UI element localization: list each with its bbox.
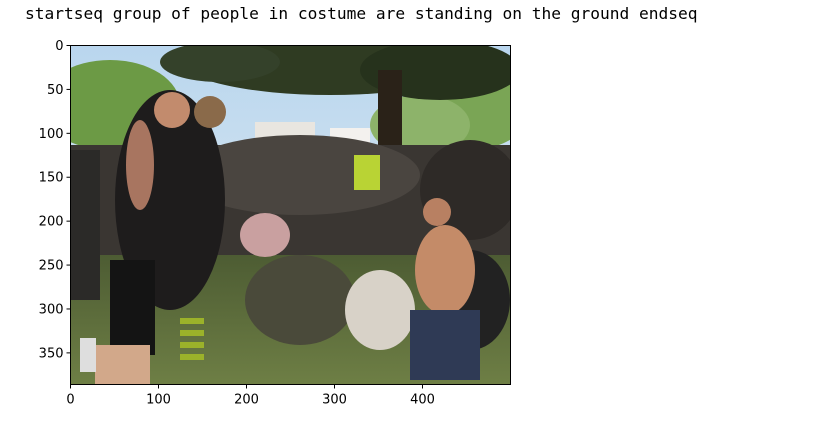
x-tick-label: 300 — [322, 393, 347, 408]
y-axis: 0 50 100 150 200 250 300 350 — [39, 39, 71, 361]
y-tick-label: 350 — [39, 346, 64, 361]
photo-image — [70, 45, 511, 385]
axes-frame — [70, 45, 511, 385]
x-tick-label: 400 — [410, 393, 435, 408]
y-tick-label: 200 — [39, 215, 64, 230]
x-tick-label: 0 — [66, 393, 74, 408]
y-tick-label: 250 — [39, 259, 64, 274]
caption-text: startseq group of people in costume are … — [25, 4, 698, 23]
y-tick-label: 300 — [39, 302, 64, 317]
x-tick-label: 200 — [234, 393, 259, 408]
y-tick-label: 50 — [47, 83, 64, 98]
y-tick-label: 100 — [39, 127, 64, 142]
y-tick-label: 150 — [39, 171, 64, 186]
x-tick-label: 100 — [146, 393, 171, 408]
x-axis: 0 100 200 300 400 — [66, 384, 435, 408]
y-tick-label: 0 — [55, 39, 63, 54]
